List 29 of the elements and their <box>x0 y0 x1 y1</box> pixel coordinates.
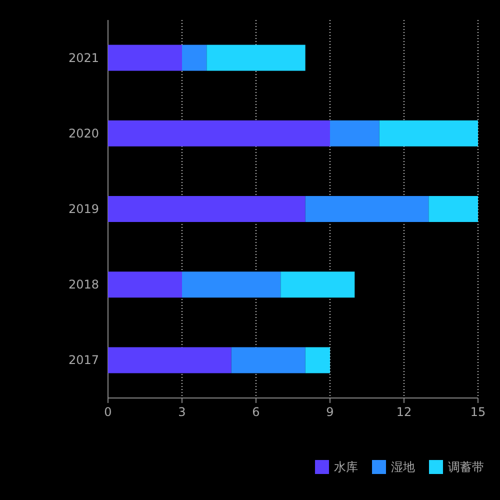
bar <box>108 272 182 298</box>
legend-label: 调蓄带 <box>448 460 484 474</box>
bar <box>206 44 306 71</box>
bar <box>108 196 306 222</box>
legend-label: 水库 <box>334 460 358 474</box>
legend-label: 湿地 <box>391 460 415 474</box>
bar <box>182 44 207 71</box>
y-tick-label: 2021 <box>68 50 99 65</box>
y-tick-label: 2020 <box>68 126 99 140</box>
bar <box>330 120 380 146</box>
y-tick-label: 2019 <box>68 202 99 216</box>
bar <box>305 196 429 222</box>
x-tick-label: 3 <box>178 405 186 419</box>
bar <box>280 272 355 298</box>
bar <box>428 196 478 222</box>
bar <box>379 120 478 146</box>
bar <box>108 44 182 71</box>
x-tick-label: 0 <box>104 405 112 419</box>
bar <box>305 347 330 374</box>
y-tick-label: 2018 <box>68 278 99 292</box>
x-tick-label: 12 <box>396 405 412 419</box>
bar <box>108 347 232 374</box>
bar <box>231 347 306 374</box>
bar <box>182 272 281 298</box>
bar <box>108 120 330 146</box>
x-tick-label: 9 <box>326 405 334 419</box>
x-tick-label: 15 <box>470 405 486 419</box>
x-tick-label: 6 <box>252 405 260 419</box>
y-tick-label: 2017 <box>68 353 99 368</box>
